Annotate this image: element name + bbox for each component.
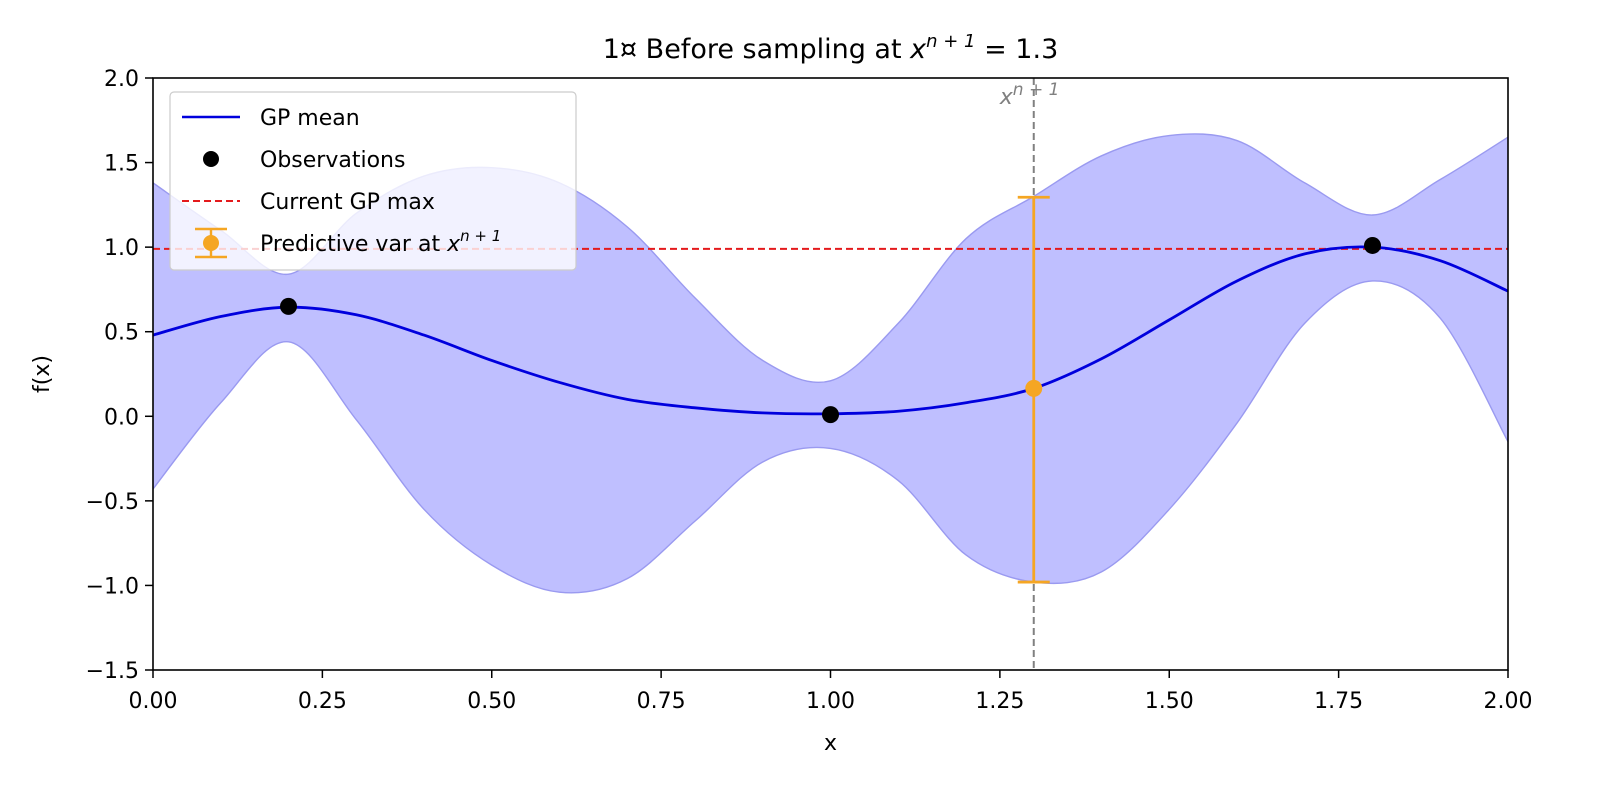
legend-current-gp-max-label: Current GP max <box>260 190 435 215</box>
predictive-mean-point <box>1025 379 1043 397</box>
x-tick-label: 1.00 <box>806 689 855 714</box>
y-tick-label: −1.5 <box>86 659 139 684</box>
legend-item-current-gp-max: Current GP max <box>182 190 435 215</box>
observation-point <box>280 297 297 315</box>
x-tick-label: 1.50 <box>1145 689 1194 714</box>
confidence-band-lower-edge <box>153 280 1508 594</box>
x-axis-label: x <box>824 731 837 756</box>
chart-title-math: x <box>909 34 927 65</box>
observation-point <box>1364 236 1381 254</box>
y-tick-label: −0.5 <box>86 490 139 515</box>
legend-predictive-var-name: Predictive var at <box>260 232 447 257</box>
chart-title: 1¤ Before sampling at xn + 1 = 1.3 <box>603 31 1059 65</box>
legend-observations-swatch <box>203 151 219 167</box>
x-tick-label: 0.50 <box>467 689 516 714</box>
y-tick-label: 1.0 <box>104 236 139 261</box>
x-next-marker-label-math: x <box>999 85 1014 110</box>
x-next-marker-label: xn + 1 <box>999 80 1060 110</box>
y-tick-label: 1.5 <box>104 152 139 177</box>
x-next-marker-label-sup: n + 1 <box>1013 80 1060 100</box>
legend: GP mean Observations Current GP max Pred… <box>169 91 577 271</box>
x-tick-label: 2.00 <box>1484 689 1533 714</box>
marks-layer: xn + 1 <box>280 80 1381 584</box>
y-axis-label: f(x) <box>30 355 55 393</box>
y-tick-label: 2.0 <box>104 67 139 92</box>
chart-title-suffix: = 1.3 <box>976 34 1059 65</box>
x-tick-label: 0.25 <box>298 689 347 714</box>
legend-item-observations: Observations <box>203 148 405 173</box>
legend-errorbar-dot <box>203 235 219 251</box>
legend-predictive-var-math: x <box>446 232 461 257</box>
legend-box <box>169 91 577 271</box>
ticks-layer: 0.00 0.25 0.50 0.75 1.00 1.25 1.50 1.75 2.00 −1.5… <box>86 67 1533 714</box>
x-tick-label: 1.25 <box>975 689 1024 714</box>
chart-title-sup: n + 1 <box>926 31 975 52</box>
legend-item-gp-mean: GP mean <box>182 106 360 131</box>
legend-predictive-var-swatch <box>195 227 227 259</box>
legend-item-predictive-var: Predictive var at xn + 1 <box>195 227 501 259</box>
legend-predictive-var-label: Predictive var at xn + 1 <box>260 227 501 257</box>
legend-observations-label: Observations <box>260 148 405 173</box>
y-tick-label: −1.0 <box>86 574 139 599</box>
x-tick-label: 1.75 <box>1314 689 1363 714</box>
legend-gp-mean-label: GP mean <box>260 106 360 131</box>
y-tick-label: 0.0 <box>104 405 139 430</box>
observation-point <box>822 406 839 424</box>
chart-title-prefix: 1¤ Before sampling at <box>603 34 910 65</box>
x-tick-label: 0.00 <box>129 689 178 714</box>
x-tick-label: 0.75 <box>637 689 686 714</box>
legend-predictive-var-sup: n + 1 <box>460 227 501 245</box>
y-tick-label: 0.5 <box>104 321 139 346</box>
